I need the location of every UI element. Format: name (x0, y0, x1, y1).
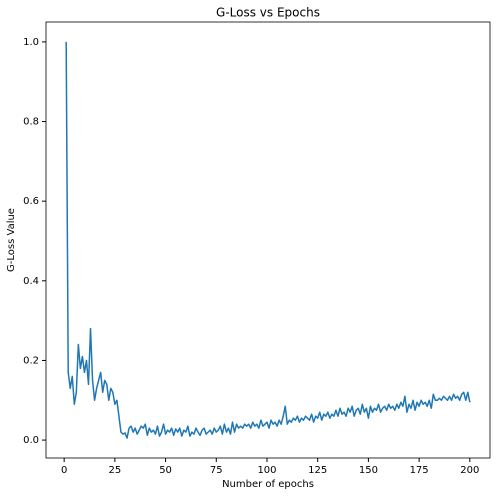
y-tick-label: 0.0 (23, 435, 39, 446)
x-tick-label: 150 (359, 465, 378, 476)
x-tick-label: 200 (460, 465, 479, 476)
line (65, 41, 471, 439)
y-tick-label: 0.2 (23, 355, 39, 366)
x-tick-label: 0 (61, 465, 67, 476)
y-tick-label: 1.0 (23, 37, 39, 48)
y-tick-label: 0.4 (23, 276, 39, 287)
y-axis-label: G-Loss Value (6, 208, 17, 272)
x-tick-label: 75 (210, 465, 223, 476)
x-tick-label: 175 (410, 465, 429, 476)
chart-title: G-Loss vs Epochs (216, 6, 320, 20)
y-tick-label: 0.8 (23, 117, 39, 128)
plot-frame (45, 21, 491, 459)
x-tick-label: 25 (108, 465, 121, 476)
x-tick-label: 100 (257, 465, 276, 476)
x-tick-label: 125 (308, 465, 327, 476)
x-tick-label: 50 (159, 465, 172, 476)
x-axis-label: Number of epochs (222, 479, 314, 490)
y-tick-label: 0.6 (23, 196, 39, 207)
